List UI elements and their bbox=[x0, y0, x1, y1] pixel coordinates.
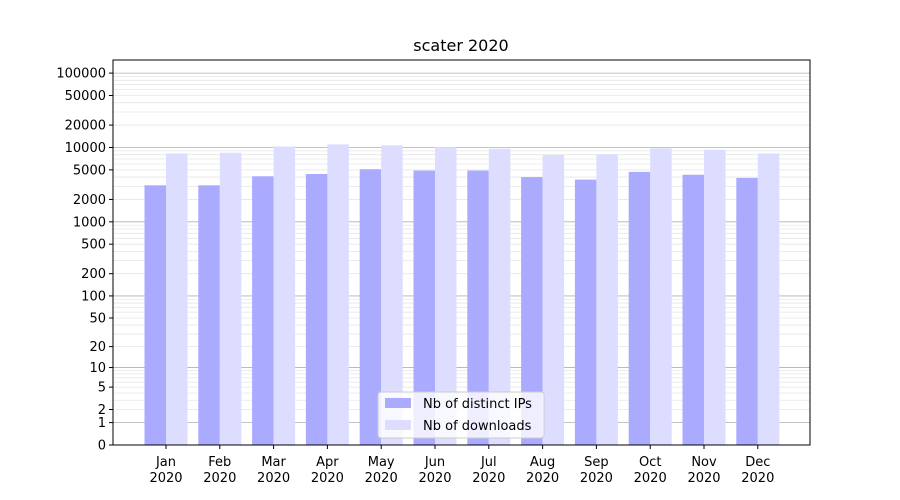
bar-distinct-ips bbox=[736, 177, 758, 445]
plot-frame bbox=[112, 59, 811, 446]
x-tick-label-year: 2020 bbox=[418, 471, 451, 486]
bar-downloads bbox=[542, 155, 565, 446]
x-tick-label-year: 2020 bbox=[203, 471, 236, 486]
bar-distinct-ips bbox=[305, 173, 328, 446]
x-tick-label-month: Nov bbox=[691, 455, 717, 470]
legend-swatch-downloads bbox=[385, 420, 411, 430]
bar-distinct-ips bbox=[144, 185, 166, 446]
y-tick-label: 2000 bbox=[73, 193, 106, 208]
y-tick-label: 100 bbox=[81, 289, 106, 304]
chart-title: scater 2020 bbox=[413, 36, 508, 55]
bar-distinct-ips bbox=[467, 170, 489, 445]
y-tick-label: 0 bbox=[98, 439, 106, 454]
x-tick-label-year: 2020 bbox=[634, 471, 667, 486]
bar-downloads bbox=[488, 148, 511, 445]
x-tick-label-month: May bbox=[368, 455, 395, 470]
y-tick-label: 10000 bbox=[65, 141, 106, 156]
x-tick-label-year: 2020 bbox=[472, 471, 505, 486]
bar-distinct-ips bbox=[359, 169, 382, 445]
x-tick-label-month: Aug bbox=[530, 455, 555, 470]
x-tick-label-year: 2020 bbox=[149, 471, 182, 486]
x-tick-label-month: Mar bbox=[261, 455, 286, 470]
bar-downloads bbox=[596, 154, 618, 445]
bar-downloads bbox=[219, 152, 242, 445]
y-tick-label: 1000 bbox=[73, 215, 106, 230]
bars-layer bbox=[144, 144, 780, 446]
bar-downloads bbox=[757, 153, 780, 446]
x-tick-label-year: 2020 bbox=[526, 471, 559, 486]
legend-swatch-ips bbox=[385, 398, 411, 408]
bar-distinct-ips bbox=[521, 177, 543, 446]
x-tick-label-month: Jul bbox=[480, 455, 497, 470]
legend: Nb of distinct IPs Nb of downloads bbox=[377, 391, 545, 439]
legend-label-ips: Nb of distinct IPs bbox=[423, 397, 532, 412]
x-tick-label-year: 2020 bbox=[311, 471, 344, 486]
y-tick-label: 20000 bbox=[65, 119, 106, 134]
y-tick-label: 50000 bbox=[65, 89, 106, 104]
axes-layer: 0 12 5 10 20 50 100 200 500 1000 2000 5000 10000 2000… bbox=[56, 59, 811, 486]
x-tick-label-month: Jan bbox=[155, 455, 176, 470]
bar-downloads bbox=[327, 144, 349, 446]
bar-downloads bbox=[381, 145, 403, 445]
y-tick-label: 500 bbox=[81, 238, 106, 253]
y-tick-label: 20 bbox=[89, 340, 106, 355]
x-tick-label-year: 2020 bbox=[580, 471, 613, 486]
bar-downloads bbox=[435, 147, 457, 445]
bar-downloads bbox=[704, 149, 726, 445]
y-tick-label: 2 bbox=[98, 403, 106, 418]
x-tick-label-month: Sep bbox=[584, 455, 609, 470]
x-tick-label-month: Feb bbox=[208, 455, 231, 470]
legend-label-downloads: Nb of downloads bbox=[423, 419, 532, 434]
x-tick-label-year: 2020 bbox=[365, 471, 398, 486]
y-tick-label: 5000 bbox=[73, 163, 106, 178]
bar-downloads bbox=[650, 148, 672, 445]
x-tick-label-year: 2020 bbox=[257, 471, 290, 486]
bar-downloads bbox=[166, 153, 188, 446]
bar-downloads bbox=[273, 146, 296, 445]
bar-distinct-ips bbox=[574, 179, 597, 445]
x-tick-label-month: Oct bbox=[639, 455, 661, 470]
bar-distinct-ips bbox=[413, 170, 435, 445]
x-tick-label-month: Apr bbox=[316, 455, 339, 470]
bar-distinct-ips bbox=[682, 174, 704, 445]
x-tick-label-year: 2020 bbox=[687, 471, 720, 486]
x-tick-label-year: 2020 bbox=[741, 471, 774, 486]
y-tick-label: 1 bbox=[98, 416, 106, 431]
y-tick-label: 100000 bbox=[56, 67, 106, 82]
y-tick-label: 5 bbox=[98, 381, 106, 396]
bar-distinct-ips bbox=[628, 171, 651, 445]
x-tick-label-month: Jun bbox=[424, 455, 445, 470]
x-tick-label-month: Dec bbox=[745, 455, 770, 470]
bar-distinct-ips bbox=[252, 176, 274, 445]
legend-frame bbox=[377, 391, 545, 439]
y-tick-label: 200 bbox=[81, 267, 106, 282]
bar-distinct-ips bbox=[198, 185, 220, 446]
y-tick-label: 10 bbox=[89, 361, 106, 376]
y-tick-label: 50 bbox=[89, 311, 106, 326]
